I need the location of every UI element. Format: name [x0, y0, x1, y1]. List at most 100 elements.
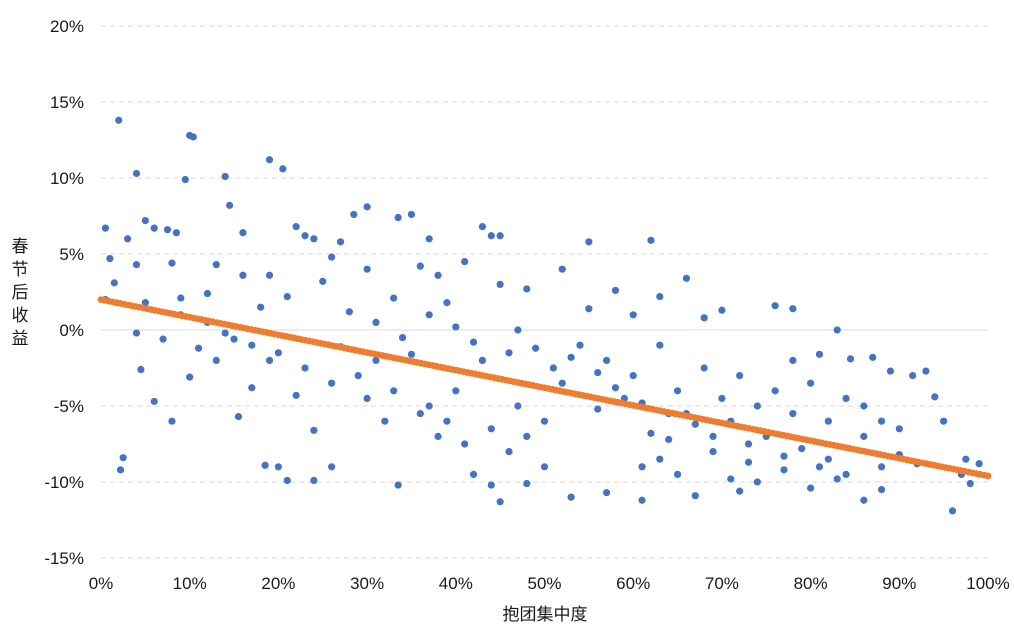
- scatter-point: [119, 454, 127, 462]
- scatter-point: [665, 435, 673, 444]
- scatter-point: [283, 292, 291, 301]
- scatter-point: [753, 478, 761, 486]
- scatter-point: [221, 172, 229, 181]
- x-tick-label: 60%: [616, 574, 650, 593]
- scatter-point: [691, 420, 699, 428]
- scatter-point: [673, 470, 682, 478]
- scatter-point: [124, 235, 132, 243]
- scatter-point: [496, 498, 504, 506]
- scatter-point: [638, 496, 646, 504]
- scatter-point: [700, 364, 708, 372]
- y-tick-label: 0%: [59, 321, 84, 340]
- scatter-point: [753, 402, 761, 410]
- scatter-point: [132, 169, 141, 178]
- scatter-point: [265, 271, 274, 279]
- scatter-point: [452, 323, 460, 331]
- scatter-point: [478, 223, 487, 231]
- y-tick-label: 10%: [50, 169, 84, 188]
- scatter-point: [234, 413, 243, 421]
- scatter-point: [319, 277, 327, 285]
- scatter-point: [132, 261, 141, 269]
- x-tick-label: 30%: [350, 574, 384, 593]
- scatter-point: [416, 410, 424, 418]
- scatter-point: [172, 229, 180, 237]
- x-tick-label: 50%: [527, 574, 561, 593]
- scatter-point: [611, 384, 620, 392]
- scatter-point: [585, 305, 593, 313]
- scatter-point: [345, 308, 353, 316]
- scatter-point: [168, 417, 176, 425]
- scatter-point: [181, 175, 189, 184]
- scatter-point: [487, 232, 495, 240]
- y-axis-title-char: 节: [12, 260, 29, 280]
- scatter-point: [292, 391, 300, 399]
- scatter-point: [567, 353, 575, 361]
- scatter-point: [452, 387, 460, 395]
- scatter-point: [709, 448, 717, 456]
- scatter-point: [860, 432, 868, 440]
- scatter-point: [860, 496, 868, 504]
- scatter-point: [962, 455, 970, 463]
- scatter-point: [700, 314, 708, 322]
- scatter-point: [846, 355, 855, 363]
- scatter-point: [842, 470, 850, 478]
- fitted-trend-line: [97, 296, 992, 480]
- scatter-point: [461, 258, 469, 266]
- scatter-point: [487, 481, 495, 489]
- scatter-point: [744, 440, 753, 448]
- scatter-point: [922, 367, 930, 375]
- scatter-point: [248, 384, 256, 392]
- scatter-point: [886, 367, 895, 375]
- scatter-point: [523, 285, 531, 293]
- scatter-point: [860, 402, 868, 410]
- scatter-point: [496, 232, 504, 240]
- scatter-point: [514, 326, 522, 334]
- scatter-point: [230, 335, 238, 343]
- scatter-point: [372, 356, 380, 364]
- scatter-point: [141, 216, 149, 225]
- scatter-point: [656, 341, 664, 349]
- x-axis-tick-labels: 0% 10% 20% 30% 40% 50% 60% 70% 80% 90% 100%: [89, 574, 1010, 593]
- scatter-point: [177, 294, 185, 302]
- scatter-point: [274, 463, 282, 471]
- scatter-point: [469, 470, 478, 478]
- scatter-point: [602, 356, 611, 364]
- scatter-point: [691, 492, 699, 500]
- y-tick-label: 20%: [50, 17, 84, 36]
- x-tick-label: 100%: [966, 574, 1009, 593]
- scatter-point: [656, 292, 664, 301]
- scatter-point: [638, 463, 646, 471]
- scatter-point: [718, 306, 726, 314]
- y-tick-label: -15%: [44, 549, 84, 568]
- x-tick-label: 80%: [794, 574, 828, 593]
- scatter-point: [736, 487, 744, 495]
- scatter-point: [656, 455, 664, 463]
- scatter-point: [159, 335, 167, 343]
- scatter-point: [594, 368, 602, 377]
- scatter-point: [301, 364, 309, 372]
- scatter-point: [292, 223, 300, 231]
- scatter-point: [558, 379, 566, 387]
- scatter-point: [931, 393, 939, 401]
- scatter-point: [336, 238, 345, 246]
- scatter-point: [629, 311, 637, 319]
- scatter-point: [505, 349, 513, 357]
- scatter-point: [354, 372, 362, 380]
- scatter-point: [150, 224, 158, 232]
- scatter-point: [940, 417, 948, 425]
- scatter-series: [101, 116, 983, 515]
- scatter-point: [514, 402, 522, 410]
- scatter-point: [585, 238, 593, 246]
- scatter-point: [532, 344, 540, 352]
- y-tick-label: -10%: [44, 473, 84, 492]
- scatter-point: [372, 318, 380, 326]
- scatter-point: [310, 426, 318, 434]
- y-axis-title-char: 益: [12, 329, 29, 349]
- scatter-point: [425, 311, 433, 319]
- x-tick-label: 70%: [705, 574, 739, 593]
- scatter-point: [274, 349, 282, 357]
- scatter-point: [203, 289, 212, 298]
- scatter-point: [798, 444, 806, 453]
- scatter-point: [647, 429, 655, 437]
